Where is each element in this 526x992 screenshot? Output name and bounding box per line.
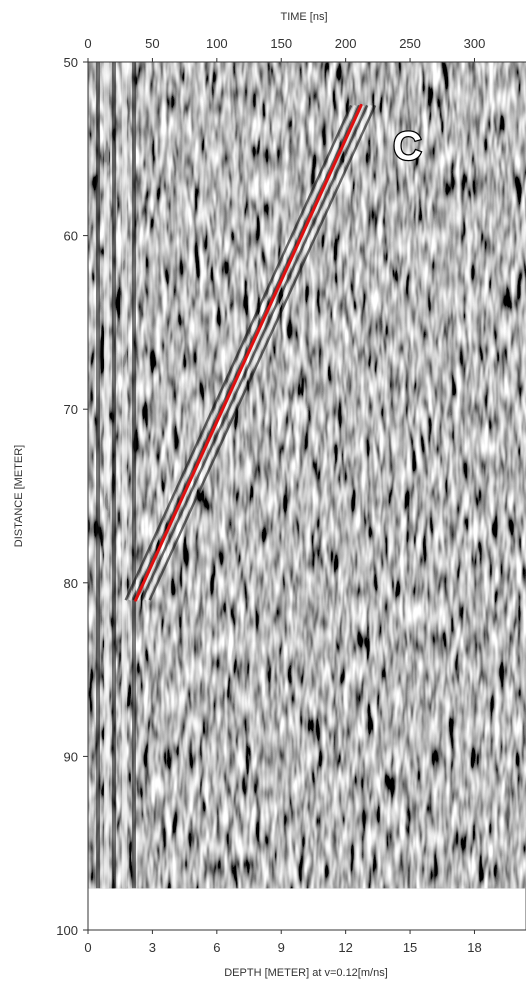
left-axis-title: DISTANCE [METER]	[13, 445, 25, 547]
reflector-trace-line	[134, 103, 363, 602]
top-axis-ticks: 0 50 100 150 200 250 300	[84, 36, 485, 62]
bottom-tick-label: 3	[149, 940, 156, 955]
annotation-label-c: C	[393, 124, 422, 168]
surface-reflection-bands	[96, 62, 136, 889]
top-tick-label: 200	[335, 36, 357, 51]
top-tick-label: 50	[145, 36, 159, 51]
left-tick-label: 90	[64, 749, 78, 764]
left-tick-label: 60	[64, 229, 78, 244]
left-tick-label: 80	[64, 576, 78, 591]
left-axis-ticks: 50 60 70 80 90 100	[56, 55, 88, 938]
top-tick-label: 150	[270, 36, 292, 51]
bottom-axis-title: DEPTH [METER] at v=0.12[m/ns]	[224, 967, 388, 979]
bottom-tick-label: 12	[338, 940, 352, 955]
bottom-tick-label: 0	[84, 940, 91, 955]
top-axis-title: TIME [ns]	[280, 11, 327, 23]
bottom-tick-label: 18	[467, 940, 481, 955]
bottom-tick-label: 15	[403, 940, 417, 955]
left-tick-label: 50	[64, 55, 78, 70]
left-tick-label: 70	[64, 402, 78, 417]
left-tick-label: 100	[56, 923, 78, 938]
dipping-reflection-band	[124, 104, 377, 601]
top-tick-label: 100	[206, 36, 228, 51]
top-tick-label: 300	[464, 36, 486, 51]
bottom-axis-ticks: 0 3 6 9 12 15 18	[84, 930, 482, 955]
radargram-image	[88, 62, 526, 889]
bottom-tick-label: 9	[278, 940, 285, 955]
top-tick-label: 0	[84, 36, 91, 51]
bottom-tick-label: 6	[213, 940, 220, 955]
top-tick-label: 250	[399, 36, 421, 51]
